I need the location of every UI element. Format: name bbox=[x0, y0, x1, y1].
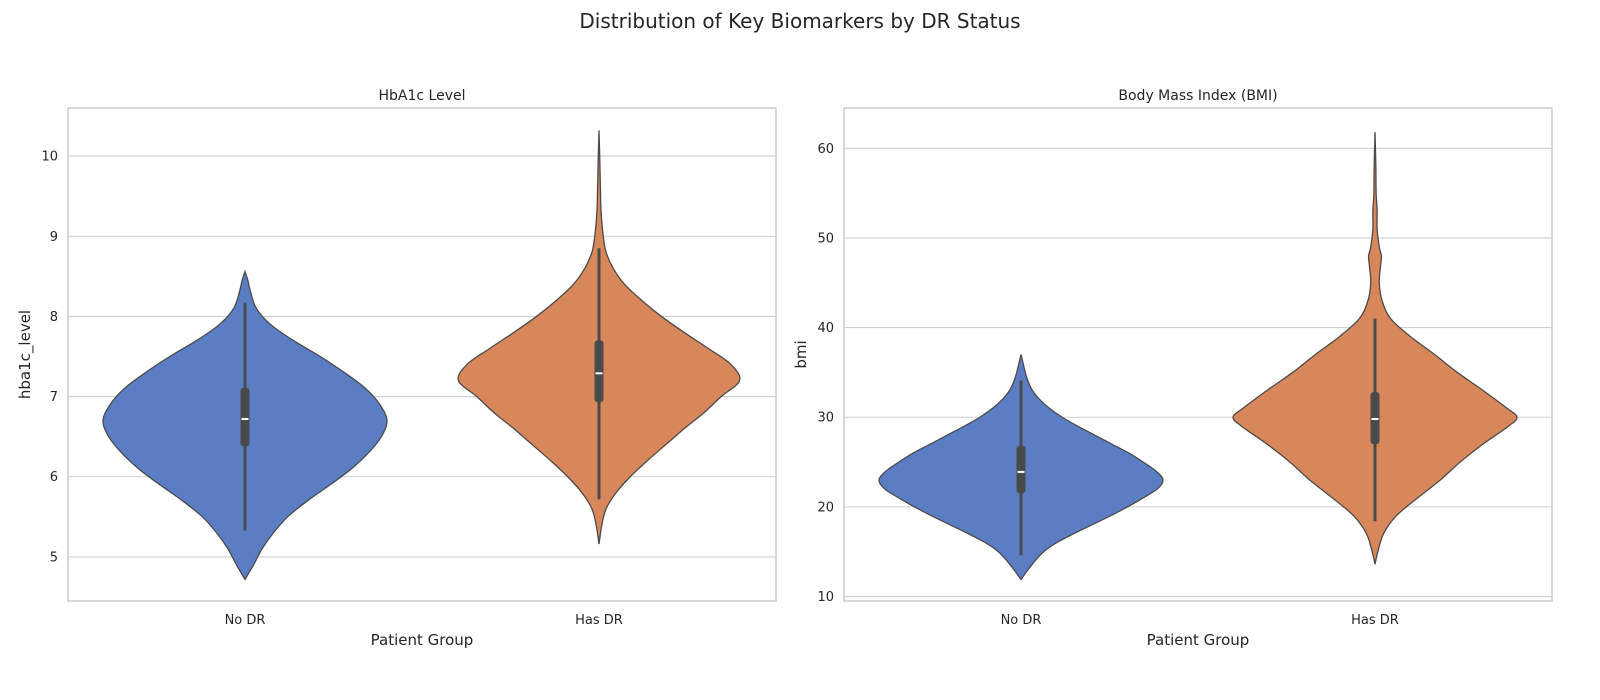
x-axis-title: Patient Group bbox=[371, 631, 474, 649]
y-axis-title: bmi bbox=[792, 340, 810, 368]
iqr-box bbox=[240, 387, 250, 447]
x-tick-label: No DR bbox=[1001, 613, 1042, 628]
axes-frame bbox=[843, 107, 1553, 602]
y-tick-label: 10 bbox=[41, 150, 58, 165]
y-tick-label: 20 bbox=[817, 500, 834, 515]
y-tick-label: 5 bbox=[50, 550, 58, 565]
figure-title: Distribution of Key Biomarkers by DR Sta… bbox=[579, 9, 1021, 33]
iqr-box bbox=[594, 340, 604, 403]
subplot-2: 10 20 30 40 50 60 No DR Has DR Patient Group bmi B… bbox=[792, 88, 1553, 649]
y-tick-label: 9 bbox=[50, 230, 58, 245]
y-tick-label: 10 bbox=[817, 590, 834, 605]
y-tick-label: 6 bbox=[50, 470, 58, 485]
y-tick-label: 40 bbox=[817, 321, 834, 336]
subplot-title: HbA1c Level bbox=[378, 88, 465, 104]
x-tick-label: Has DR bbox=[575, 613, 623, 628]
x-tick-label: Has DR bbox=[1351, 613, 1399, 628]
x-tick-label: No DR bbox=[225, 613, 266, 628]
x-axis-title: Patient Group bbox=[1147, 631, 1250, 649]
y-tick-label: 30 bbox=[817, 411, 834, 426]
y-tick-label: 60 bbox=[817, 142, 834, 157]
subplot-title: Body Mass Index (BMI) bbox=[1118, 88, 1277, 104]
y-tick-label: 8 bbox=[50, 310, 58, 325]
axes-frame bbox=[67, 107, 777, 602]
y-tick-label: 50 bbox=[817, 231, 834, 246]
subplot-1: 5 6 7 8 9 10 No DR Has DR Patient Group hba1c_lev… bbox=[16, 88, 777, 649]
iqr-box bbox=[1016, 445, 1026, 494]
y-axis-title: hba1c_level bbox=[16, 310, 35, 399]
y-tick-label: 7 bbox=[50, 390, 58, 405]
